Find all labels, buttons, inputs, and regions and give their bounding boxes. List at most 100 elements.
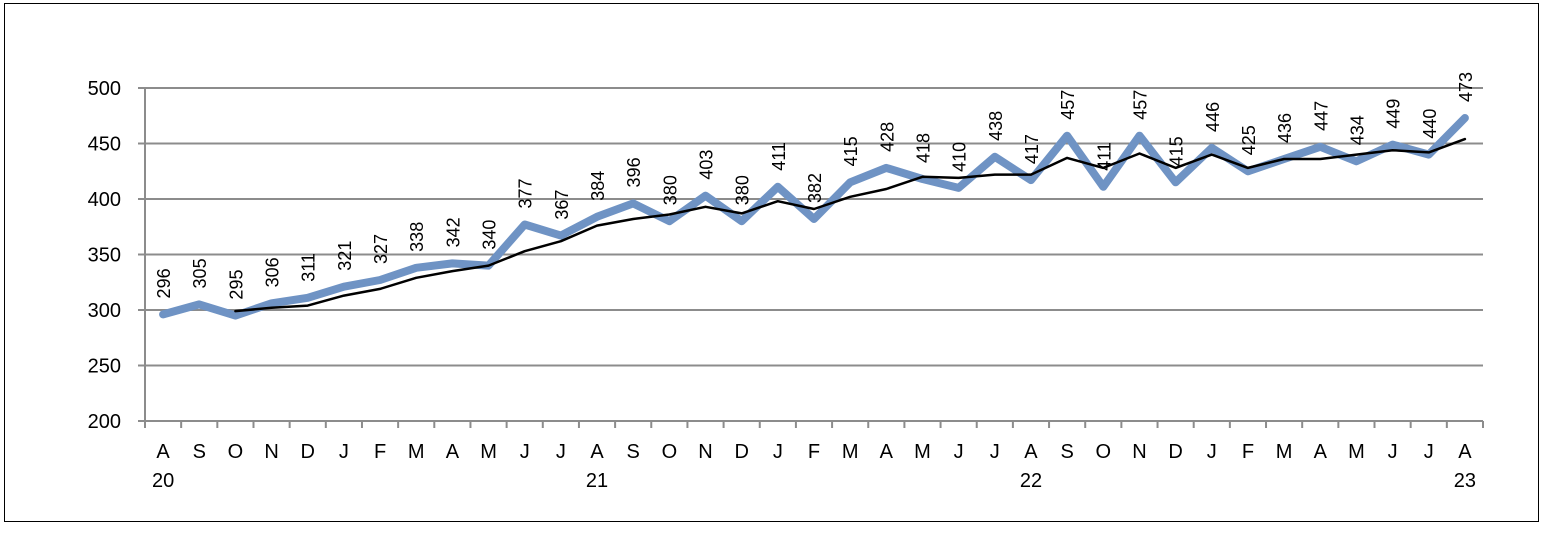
data-point — [162, 313, 165, 316]
x-tick-label: S — [193, 441, 206, 463]
series-lines — [159, 114, 1469, 320]
data-label: 342 — [443, 217, 463, 247]
axes — [138, 87, 1484, 428]
data-label: 415 — [841, 136, 861, 166]
data-point — [740, 220, 743, 223]
data-label: 296 — [154, 268, 174, 298]
data-label: 418 — [913, 133, 933, 163]
x-year-label: 22 — [1020, 470, 1042, 492]
x-tick-label: F — [808, 441, 820, 463]
data-label: 447 — [1311, 101, 1331, 131]
x-tick-label: D — [734, 441, 748, 463]
data-point — [668, 214, 670, 216]
x-tick-label: N — [698, 441, 712, 463]
data-label: 384 — [588, 171, 608, 201]
series-line-main — [159, 114, 1469, 320]
data-label: 367 — [552, 190, 572, 220]
x-tick-label: O — [228, 441, 244, 463]
data-label: 411 — [769, 142, 789, 171]
data-point — [921, 178, 924, 181]
x-year-label: 21 — [586, 470, 608, 492]
data-point — [1463, 116, 1466, 119]
data-point — [451, 262, 454, 265]
data-label: 338 — [407, 222, 427, 252]
data-point — [415, 277, 417, 279]
x-tick-label: A — [156, 441, 170, 463]
data-point — [1174, 181, 1177, 184]
x-tick-label: J — [339, 441, 349, 463]
x-tick-label: S — [1060, 441, 1073, 463]
data-label: 434 — [1347, 115, 1367, 145]
x-tick-label: A — [1458, 441, 1472, 463]
data-label: 438 — [986, 111, 1006, 141]
data-label: 425 — [1239, 125, 1259, 155]
data-point — [1138, 134, 1141, 137]
data-point — [596, 225, 598, 227]
data-label: 321 — [335, 241, 355, 271]
data-point — [741, 212, 743, 214]
x-tick-label: J — [1388, 441, 1398, 463]
data-label: 473 — [1456, 72, 1476, 102]
data-point — [415, 266, 418, 269]
data-point — [198, 303, 201, 306]
data-label: 403 — [697, 150, 717, 180]
y-tick-label: 400 — [88, 189, 121, 211]
data-point — [306, 296, 309, 299]
data-label: 457 — [1058, 90, 1078, 120]
x-tick-label: N — [264, 441, 278, 463]
data-label: 436 — [1275, 113, 1295, 143]
x-tick-label: M — [914, 441, 931, 463]
x-tick-label: N — [1132, 441, 1146, 463]
data-point — [1030, 174, 1032, 176]
x-tick-label: M — [480, 441, 497, 463]
data-label: 410 — [950, 142, 970, 172]
data-point — [488, 265, 490, 267]
y-tick-label: 300 — [88, 300, 121, 322]
x-tick-label: J — [1207, 441, 1217, 463]
x-tick-label: O — [662, 441, 678, 463]
data-point — [1138, 152, 1140, 154]
y-tick-label: 450 — [88, 134, 121, 156]
data-point — [1391, 143, 1394, 146]
data-label: 428 — [877, 122, 897, 152]
data-point — [632, 202, 635, 205]
data-point — [559, 234, 562, 237]
data-point — [1283, 158, 1285, 160]
x-tick-label: M — [1276, 441, 1293, 463]
data-point — [776, 185, 779, 188]
x-tick-label: J — [990, 441, 1000, 463]
y-tick-label: 200 — [88, 411, 121, 433]
data-label: 295 — [226, 270, 246, 300]
data-point — [994, 174, 996, 176]
data-point — [596, 215, 599, 218]
data-point — [668, 220, 671, 223]
data-point — [957, 186, 960, 189]
x-tick-label: A — [446, 441, 460, 463]
data-point — [1211, 154, 1213, 156]
data-point — [1319, 158, 1321, 160]
y-tick-label: 350 — [88, 245, 121, 267]
data-point — [1355, 154, 1357, 156]
data-label: 327 — [371, 234, 391, 264]
data-point — [921, 176, 923, 178]
y-tick-label: 250 — [88, 356, 121, 378]
data-point — [1464, 138, 1466, 140]
data-labels: 296 305 295 306 311 321 327 338 342 340 377 367 384 3… — [154, 72, 1476, 300]
data-point — [343, 295, 345, 297]
data-point — [1029, 179, 1032, 182]
data-point — [451, 270, 453, 272]
data-point — [560, 240, 562, 242]
x-tick-label: A — [590, 441, 604, 463]
data-point — [342, 285, 345, 288]
x-tick-label: M — [842, 441, 859, 463]
data-point — [813, 217, 815, 220]
data-point — [849, 181, 852, 184]
data-point — [958, 177, 960, 179]
x-tick-label: A — [1024, 441, 1038, 463]
data-label: 449 — [1384, 99, 1404, 129]
data-point — [379, 279, 382, 282]
data-point — [523, 223, 526, 226]
data-label: 457 — [1130, 90, 1150, 120]
x-tick-label: J — [773, 441, 783, 463]
data-point — [1102, 167, 1104, 169]
